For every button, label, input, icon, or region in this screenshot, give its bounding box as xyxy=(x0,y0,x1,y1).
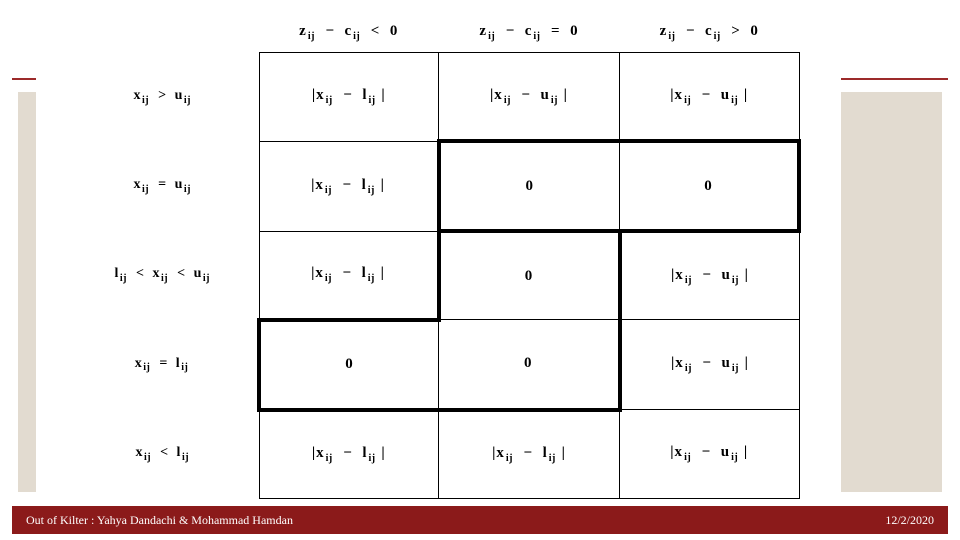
slide: zij − cij < 0 zij − cij = 0 zij − cij > … xyxy=(0,0,960,540)
row-header-2: xij = uij xyxy=(76,141,259,231)
row-header-5: xij < lij xyxy=(76,410,259,499)
cell-1-3: |xij − uij | xyxy=(620,53,800,142)
table-row: xij = lij 0 0 |xij − uij | xyxy=(76,320,799,410)
col-header-2: zij − cij = 0 xyxy=(439,12,620,53)
cell-5-2: |xij − lij | xyxy=(439,410,620,499)
cell-2-2: 0 xyxy=(439,141,620,231)
footer-left: Out of Kilter : Yahya Dandachi & Mohamma… xyxy=(26,513,293,528)
cell-5-3: |xij − uij | xyxy=(620,410,800,499)
row-header-4: xij = lij xyxy=(76,320,259,410)
table-row: xij < lij |xij − lij | |xij − lij | |xij… xyxy=(76,410,799,499)
header-row: zij − cij < 0 zij − cij = 0 zij − cij > … xyxy=(76,12,799,53)
corner-blank xyxy=(76,12,259,53)
cell-2-1: |xij − lij | xyxy=(259,141,439,231)
table-row: lij < xij < uij |xij − lij | 0 |xij − ui… xyxy=(76,231,799,320)
cell-2-3: 0 xyxy=(620,141,800,231)
cell-5-1: |xij − lij | xyxy=(259,410,439,499)
table-row: xij > uij |xij − lij | |xij − uij | |xij… xyxy=(76,53,799,142)
cell-4-3: |xij − uij | xyxy=(620,320,800,410)
cell-1-1: |xij − lij | xyxy=(259,53,439,142)
cell-3-2: 0 xyxy=(439,231,620,320)
col-header-1: zij − cij < 0 xyxy=(259,12,439,53)
cell-3-1: |xij − lij | xyxy=(259,231,439,320)
cell-3-3: |xij − uij | xyxy=(620,231,800,320)
footer-date: 12/2/2020 xyxy=(885,513,934,528)
kilter-table: zij − cij < 0 zij − cij = 0 zij − cij > … xyxy=(76,12,801,499)
table-container: zij − cij < 0 zij − cij = 0 zij − cij > … xyxy=(36,8,841,511)
footer-bar: Out of Kilter : Yahya Dandachi & Mohamma… xyxy=(12,506,948,534)
cell-1-2: |xij − uij | xyxy=(439,53,620,142)
table-row: xij = uij |xij − lij | 0 0 xyxy=(76,141,799,231)
cell-4-2: 0 xyxy=(439,320,620,410)
cell-4-1: 0 xyxy=(259,320,439,410)
row-header-1: xij > uij xyxy=(76,53,259,142)
row-header-3: lij < xij < uij xyxy=(76,231,259,320)
col-header-3: zij − cij > 0 xyxy=(620,12,800,53)
